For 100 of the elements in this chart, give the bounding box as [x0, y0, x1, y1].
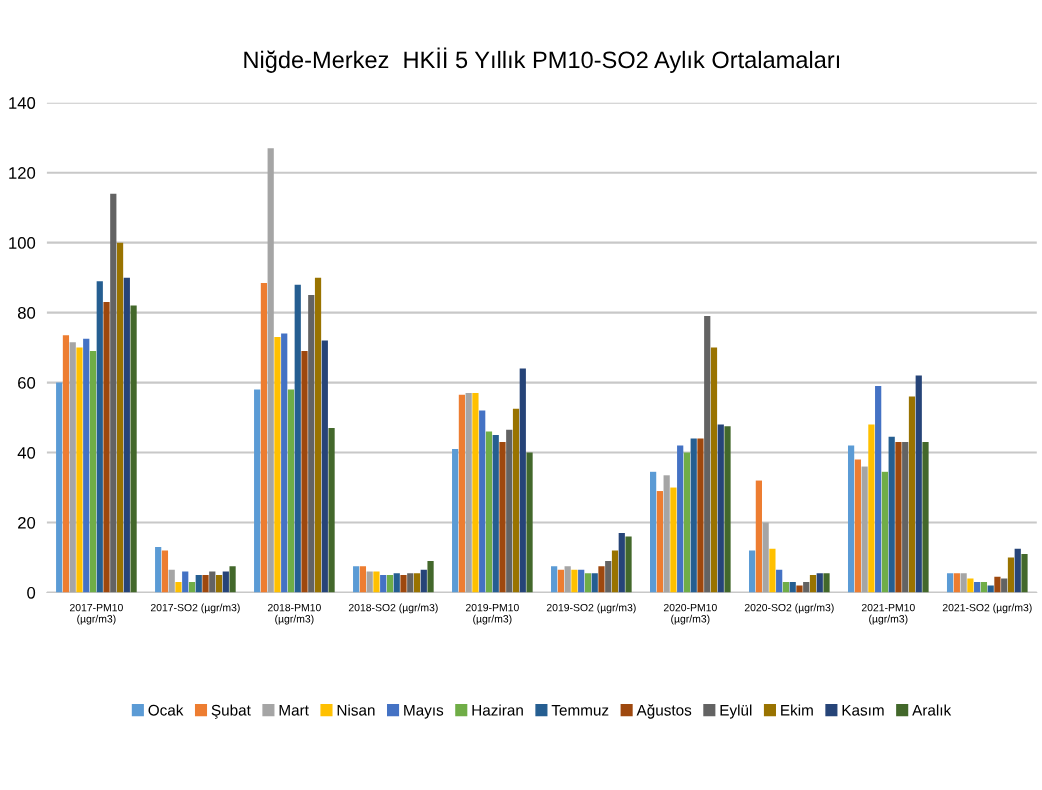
bar: [526, 452, 533, 593]
x-tick-label: 2018-PM10 (µgr/m3): [267, 603, 321, 625]
bar: [123, 277, 130, 593]
bar: [366, 571, 373, 593]
bar: [755, 480, 762, 593]
bar: [267, 148, 274, 593]
bar: [776, 569, 783, 593]
bar: [103, 302, 110, 593]
bar: [353, 566, 360, 593]
legend-label: Şubat: [211, 704, 251, 719]
legend-label: Nisan: [337, 704, 375, 716]
bar: [380, 575, 387, 593]
bar: [875, 386, 882, 593]
bar: [847, 445, 855, 593]
bar: [611, 550, 619, 593]
y-tick-label: 140: [9, 97, 36, 109]
bar: [182, 571, 189, 593]
bar: [254, 389, 261, 593]
bar: [130, 305, 137, 593]
bar: [161, 550, 169, 593]
legend-label: Mart: [279, 704, 309, 716]
bar: [902, 442, 909, 593]
bar: [974, 582, 981, 593]
bar: [465, 393, 472, 593]
bar: [386, 575, 394, 593]
bar: [56, 382, 63, 593]
bar: [578, 569, 585, 593]
bar: [922, 442, 929, 593]
bar: [584, 573, 592, 593]
bar: [308, 295, 315, 593]
legend-label: Eylül: [720, 704, 752, 719]
bar: [868, 424, 875, 593]
bar: [281, 333, 288, 593]
bar: [953, 573, 960, 593]
bar: [485, 431, 493, 593]
bar: [591, 573, 598, 593]
bar: [854, 459, 861, 593]
legend-label: Temmuz: [551, 704, 609, 716]
bar: [499, 442, 506, 593]
bar: [888, 436, 895, 593]
bar: [816, 573, 823, 593]
legend-label: Haziran: [472, 704, 523, 716]
bar: [789, 582, 796, 593]
bar: [393, 573, 400, 593]
bar: [710, 347, 718, 593]
x-tick-label: 2019-SO2 (µgr/m3): [546, 603, 636, 614]
legend-label: Aralık: [912, 704, 952, 716]
bar: [960, 573, 967, 593]
bar: [749, 550, 756, 593]
bar: [704, 316, 711, 593]
bar: [967, 578, 974, 593]
bar: [512, 408, 520, 593]
x-tick-label: 2021-SO2 (µgr/m3): [942, 603, 1032, 614]
bar: [724, 426, 731, 593]
bar: [1021, 554, 1028, 593]
bar: [823, 573, 830, 593]
bar: [413, 573, 421, 593]
bar: [598, 566, 605, 593]
bar: [83, 338, 90, 593]
bar: [803, 582, 810, 593]
bar: [796, 585, 803, 593]
bar: [155, 547, 162, 593]
x-tick-label: 2018-SO2 (µgr/m3): [348, 603, 438, 614]
bar: [663, 475, 670, 593]
y-tick-label: 100: [9, 237, 36, 249]
bar: [110, 193, 117, 593]
bar: [168, 569, 175, 593]
bar: [908, 396, 916, 593]
bar: [260, 282, 268, 593]
bar: [222, 571, 229, 593]
bar: [697, 438, 704, 593]
bar: [188, 582, 196, 593]
bar: [175, 582, 182, 593]
bar: [1007, 557, 1015, 593]
bar: [881, 471, 889, 593]
bar: [76, 347, 83, 593]
bar: [717, 424, 724, 593]
bar: [519, 368, 526, 593]
y-tick-label: 120: [9, 167, 36, 179]
bar: [618, 533, 625, 593]
legend-label: Ocak: [148, 704, 184, 716]
bar: [96, 281, 103, 593]
bar: [407, 573, 414, 593]
bar: [564, 566, 571, 593]
bar: [492, 435, 499, 593]
bar: [625, 536, 632, 593]
bar: [89, 351, 97, 593]
bar: [274, 337, 281, 593]
x-tick-label: 2017-SO2 (µgr/m3): [150, 603, 240, 614]
bar: [656, 491, 663, 593]
bar: [328, 428, 335, 593]
bar: [301, 351, 308, 593]
bar: [782, 582, 790, 593]
bar: [980, 582, 988, 593]
bar: [215, 575, 223, 593]
bar: [294, 284, 301, 593]
bar: [769, 548, 776, 593]
bar: [1001, 578, 1008, 593]
bar: [427, 561, 434, 593]
bar: [506, 429, 513, 593]
